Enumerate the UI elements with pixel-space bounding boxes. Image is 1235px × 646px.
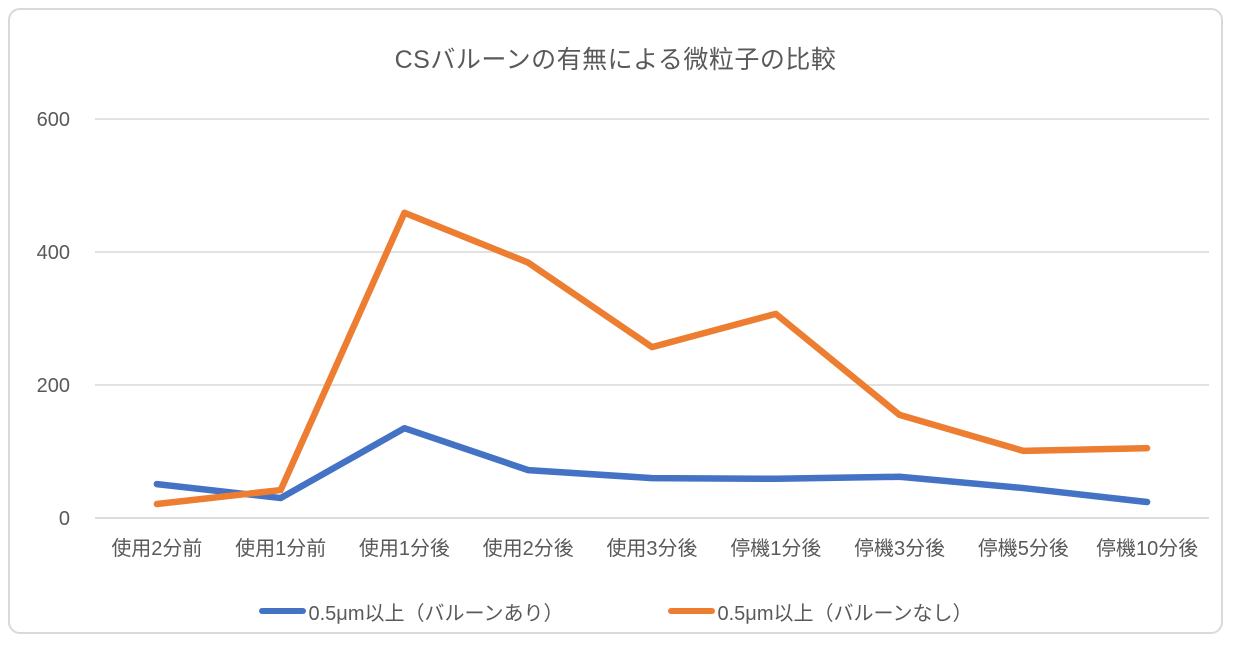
x-axis-label: 使用3分後: [606, 537, 697, 560]
series-balloon-with-line-marker: [258, 608, 306, 614]
x-axis-label: 停機3分後: [854, 537, 945, 560]
plot-area: 0 200 400 600 使用2分前 使用1分前 使用1分後 使用2分後 使用3分後 停機1分後…: [37, 109, 1209, 560]
chart-title: CSバルーンの有無による微粒子の比較: [394, 46, 837, 74]
legend-label-balloon-with: 0.5μm以上（バルーンあり）: [308, 602, 564, 625]
x-axis-label: 停機10分後: [1096, 537, 1198, 560]
series-line-1: [153, 209, 1151, 508]
legend-item-balloon-without: 0.5μm以上（バルーンなし）: [667, 597, 973, 626]
x-axis-label: 使用1分前: [235, 537, 326, 560]
y-tick-label: 400: [37, 242, 70, 264]
x-axis-label: 使用2分前: [111, 537, 202, 560]
chart-frame: CSバルーンの有無による微粒子の比較 0 200 400 600 使用2分前 使用1分前 使…: [8, 8, 1223, 634]
y-tick-label: 0: [59, 508, 70, 530]
legend-item-balloon-with: 0.5μm以上（バルーンあり）: [258, 597, 564, 626]
x-axis-label: 使用2分後: [483, 537, 574, 560]
legend: 0.5μm以上（バルーンあり） 0.5μm以上（バルーンなし）: [10, 596, 1221, 626]
legend-label-balloon-without: 0.5μm以上（バルーンなし）: [717, 602, 973, 625]
x-axis-label: 停機1分後: [730, 537, 821, 560]
x-axis-label: 使用1分後: [359, 537, 450, 560]
x-axis-label: 停機5分後: [978, 537, 1069, 560]
y-tick-label: 200: [37, 375, 70, 397]
series-line-0: [153, 424, 1151, 506]
series-balloon-without-line-marker: [667, 608, 715, 614]
y-tick-label: 600: [37, 109, 70, 131]
